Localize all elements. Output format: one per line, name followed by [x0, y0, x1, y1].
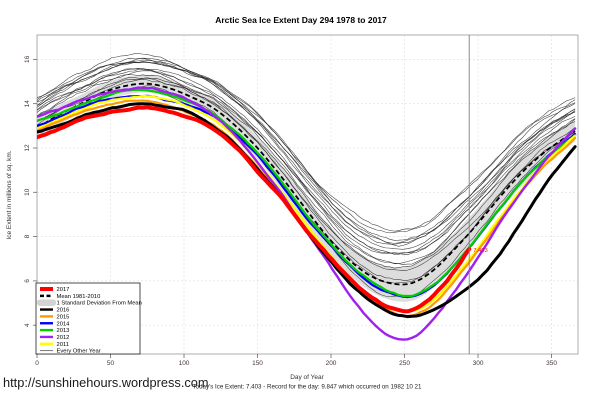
legend-label: 2012: [57, 335, 70, 341]
year-line-2002: [37, 77, 576, 269]
y-tick-label: 16: [24, 55, 31, 63]
legend-label: 2011: [57, 342, 69, 348]
legend-label: Mean 1981-2010: [57, 294, 101, 300]
x-tick-label: 150: [252, 360, 263, 367]
x-tick-label: 0: [35, 360, 39, 367]
legend-label: 2014: [57, 321, 71, 327]
plot-border: [36, 34, 579, 355]
x-tick-label: 350: [546, 360, 557, 367]
year-line-1982: [37, 53, 576, 234]
source-url[interactable]: http://sunshinehours.wordpress.com: [3, 375, 209, 390]
chart-title: Arctic Sea Ice Extent Day 294 1978 to 20…: [215, 15, 387, 25]
mean-line: [37, 82, 576, 286]
y-tick-label: 8: [24, 234, 31, 238]
year-line-2000: [37, 74, 576, 265]
legend-label: 2017: [57, 287, 70, 293]
legend-label: 1 Standard Deviation From Mean: [57, 301, 142, 307]
y-tick-label: 10: [24, 188, 31, 196]
std-band-polygon: [37, 74, 576, 302]
std-deviation-band: [37, 74, 576, 302]
legend-label: 2016: [57, 308, 70, 314]
year-line-2008: [37, 77, 576, 281]
year-line-1996: [37, 68, 576, 256]
y-tick-label: 12: [24, 144, 31, 152]
status-line: Today's Ice Extent: 7.403 - Record for t…: [193, 384, 422, 391]
year-line-2017: [37, 105, 472, 314]
year-line-2004: [37, 79, 576, 271]
y-tick-label: 4: [24, 323, 31, 327]
y-tick-label: 14: [24, 100, 31, 108]
axis-ticks: 0 50 100 150 200 250 300 350 4 6 8 10 12 14 16: [24, 55, 557, 367]
year-line-2006: [37, 85, 576, 284]
year-line-1986: [37, 62, 576, 244]
x-tick-label: 300: [473, 360, 484, 367]
year-line-1988: [37, 61, 576, 250]
legend-label: 2015: [57, 314, 70, 320]
current-extent-annotation: 7.403: [473, 248, 488, 254]
year-line-2011: [37, 94, 577, 313]
year-line-1990: [37, 68, 576, 254]
x-tick-label: 100: [179, 360, 190, 367]
year-lines: [37, 86, 577, 341]
legend-box: [35, 282, 141, 355]
x-tick-label: 250: [399, 360, 410, 367]
legend-label: Every Other Year: [57, 349, 101, 355]
year-line-1992: [37, 57, 576, 247]
x-tick-label: 50: [107, 360, 115, 367]
y-tick-label: 6: [24, 279, 31, 283]
year-line-1994: [37, 67, 576, 255]
x-axis-label: Day of Year: [290, 374, 324, 381]
x-tick-label: 200: [326, 360, 337, 367]
mean-line-path: [37, 82, 576, 286]
y-axis-label: Ice Extent in millions of sq. km.: [6, 150, 13, 239]
legend-label: 2013: [57, 328, 70, 334]
